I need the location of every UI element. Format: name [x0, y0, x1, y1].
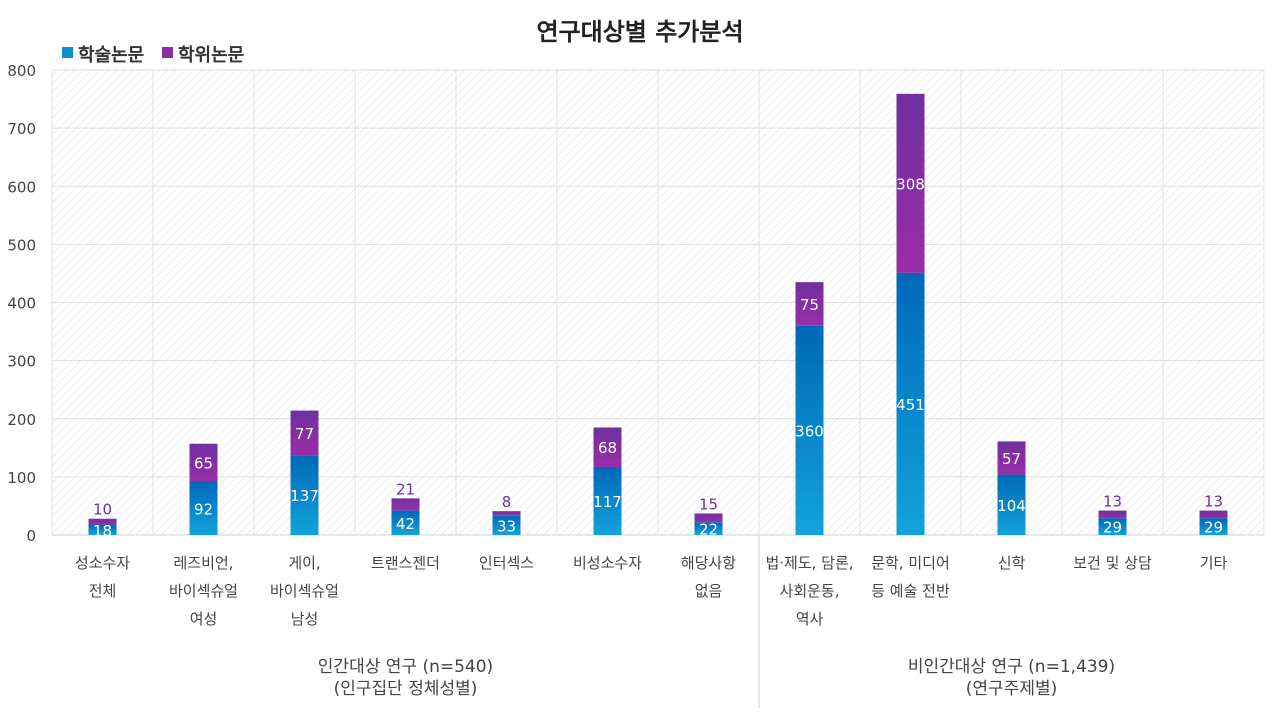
bar-thesis [290, 410, 319, 456]
chart-title: 연구대상별 추가분석 [536, 18, 743, 46]
y-tick-label: 600 [7, 178, 36, 196]
data-label: 21 [396, 480, 415, 498]
bar-academic [1199, 518, 1228, 535]
data-label: 65 [194, 455, 213, 473]
data-label: 117 [593, 493, 622, 511]
legend-swatch [62, 47, 73, 58]
data-label: 451 [896, 396, 925, 414]
y-tick-label: 0 [26, 527, 36, 545]
x-tick-label: 게이, [288, 554, 320, 572]
data-label: 29 [1204, 519, 1223, 537]
bar-thesis [189, 443, 218, 482]
bar-thesis [997, 441, 1026, 475]
bar-thesis [391, 498, 420, 511]
x-tick-label: 바이섹슈얼 [169, 582, 238, 600]
x-tick-label: 여성 [190, 610, 218, 628]
x-tick-label: 기타 [1200, 554, 1228, 572]
bar-thesis [593, 427, 622, 467]
group-label: 비인간대상 연구 (n=1,439) [908, 657, 1115, 677]
legend-label: 학술논문 [78, 44, 144, 66]
y-tick-label: 400 [7, 295, 36, 313]
y-tick-label: 700 [7, 120, 36, 138]
data-label: 42 [396, 515, 415, 533]
data-label: 8 [502, 493, 512, 511]
x-tick-label: 신학 [998, 554, 1026, 572]
group-label: (연구주제별) [966, 679, 1057, 699]
legend: 학술논문 학위논문 [62, 44, 244, 66]
y-tick-label: 100 [7, 469, 36, 487]
bar-academic [391, 510, 420, 535]
data-label: 308 [896, 175, 925, 193]
data-label: 104 [997, 497, 1026, 515]
bar-thesis [88, 518, 117, 525]
x-tick-label: 역사 [796, 610, 824, 628]
bar-academic [795, 325, 824, 535]
bar-academic [189, 481, 218, 535]
x-tick-label: 해당사항 [681, 554, 736, 572]
y-tick-label: 800 [7, 62, 36, 80]
x-tick-label: 바이섹슈얼 [270, 582, 339, 600]
data-label: 13 [1103, 493, 1122, 511]
data-label: 137 [290, 487, 319, 505]
data-label: 33 [497, 517, 516, 535]
bar-academic [492, 515, 521, 535]
data-label: 92 [194, 500, 213, 518]
x-tick-label: 남성 [291, 610, 319, 628]
data-label: 15 [699, 495, 718, 513]
bar-thesis [694, 513, 723, 523]
bar-thesis [1199, 510, 1228, 519]
data-label: 29 [1103, 519, 1122, 537]
data-label: 68 [598, 439, 617, 457]
legend-swatch [162, 47, 173, 58]
x-tick-label: 법·제도, 담론, [765, 554, 853, 572]
x-tick-label: 등 예술 전반 [871, 582, 950, 600]
x-tick-label: 트랜스젠더 [371, 554, 440, 572]
data-label: 75 [800, 296, 819, 314]
bar-thesis [896, 93, 925, 273]
data-label: 10 [93, 501, 112, 519]
y-tick-label: 500 [7, 236, 36, 254]
bar-thesis [492, 511, 521, 516]
x-tick-label: 전체 [89, 582, 117, 600]
x-tick-label: 비성소수자 [573, 554, 642, 572]
bar-thesis [1098, 510, 1127, 519]
bar-academic [997, 474, 1026, 535]
bar-academic [593, 466, 622, 535]
legend-label: 학위논문 [178, 44, 244, 66]
bar-thesis [795, 282, 824, 326]
x-tick-label: 레즈비언, [174, 554, 234, 572]
data-label: 77 [295, 425, 314, 443]
data-label: 22 [699, 521, 718, 539]
y-tick-label: 300 [7, 353, 36, 371]
bar-academic [694, 522, 723, 535]
x-tick-label: 보건 및 상담 [1073, 554, 1152, 572]
data-label: 360 [795, 422, 824, 440]
data-label: 18 [93, 522, 112, 540]
x-tick-label: 성소수자 [75, 554, 130, 572]
bar-academic [290, 455, 319, 535]
x-tick-label: 문학, 미디어 [871, 554, 950, 572]
data-label: 57 [1002, 450, 1021, 468]
bar-academic [896, 272, 925, 535]
y-tick-label: 200 [7, 411, 36, 429]
bar-academic [1098, 518, 1127, 535]
bar-academic [88, 524, 117, 535]
group-label: (인구집단 정체성별) [334, 679, 478, 699]
group-label: 인간대상 연구 (n=540) [318, 657, 493, 677]
x-tick-label: 인터섹스 [479, 554, 534, 572]
x-tick-label: 없음 [695, 582, 723, 600]
x-tick-label: 사회운동, [780, 582, 840, 600]
data-label: 13 [1204, 493, 1223, 511]
